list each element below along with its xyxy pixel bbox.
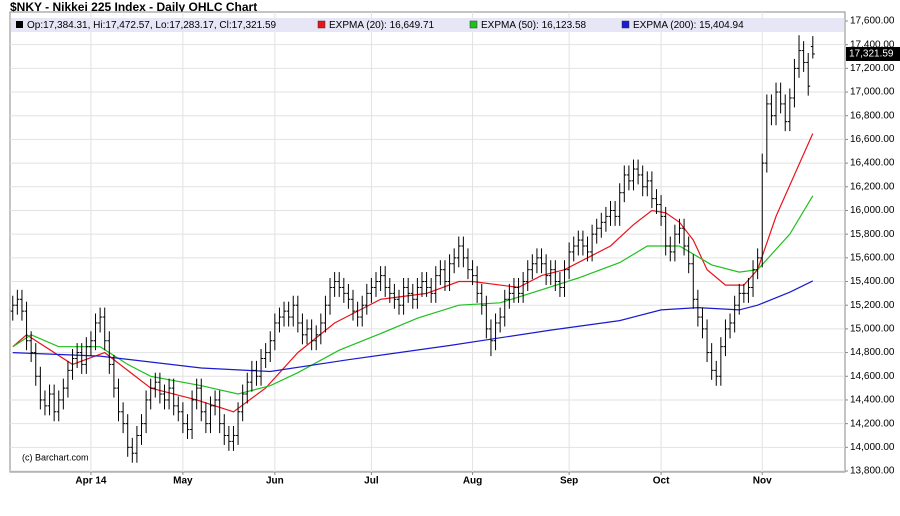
y-tick-label: 15,600.00 [850, 252, 895, 263]
legend-entry: EXPMA (50): 16,123.58 [481, 20, 587, 31]
x-tick-label: Jun [266, 476, 284, 487]
x-tick-label: Sep [560, 476, 578, 487]
y-tick-label: 16,600.00 [850, 134, 895, 145]
y-tick-label: 15,000.00 [850, 324, 895, 335]
y-tick-label: 15,800.00 [850, 229, 895, 240]
legend-entry: EXPMA (20): 16,649.71 [329, 20, 435, 31]
y-tick-label: 16,800.00 [850, 110, 895, 121]
legend-bar [11, 18, 844, 32]
legend-swatch [16, 21, 23, 28]
chart-title: $NKY - Nikkei 225 Index - Daily OHLC Cha… [10, 0, 257, 14]
x-tick-label: Nov [753, 476, 772, 487]
y-tick-label: 17,000.00 [850, 87, 895, 98]
x-tick-label: Oct [653, 476, 670, 487]
plot-frame [9, 11, 846, 473]
y-tick-label: 16,200.00 [850, 181, 895, 192]
y-tick-label: 15,400.00 [850, 276, 895, 287]
legend-swatch [317, 20, 326, 29]
ema-line [12, 280, 814, 373]
x-tick-label: Apr 14 [75, 476, 107, 487]
y-tick-label: 17,400.00 [850, 39, 895, 50]
ema-line [12, 133, 814, 413]
y-tick-label: 14,800.00 [850, 347, 895, 358]
y-tick-label: 14,400.00 [850, 395, 895, 406]
x-tick-label: Jul [364, 476, 379, 487]
credit: (c) Barchart.com [22, 452, 89, 462]
legend-entry: EXPMA (200): 15,404.94 [633, 20, 744, 31]
y-tick-label: 14,000.00 [850, 442, 895, 453]
x-tick-label: Aug [463, 476, 482, 487]
y-tick-label: 17,200.00 [850, 63, 895, 74]
y-tick-label: 14,200.00 [850, 418, 895, 429]
last-price-label: 17,321.59 [849, 49, 894, 60]
y-tick-label: 17,600.00 [850, 16, 895, 27]
legend-swatch [621, 20, 630, 29]
y-tick-label: 14,600.00 [850, 371, 895, 382]
legend-swatch [469, 20, 478, 29]
last-price-box [846, 46, 900, 61]
ema-line [12, 195, 814, 395]
x-tick-label: May [173, 476, 193, 487]
y-tick-label: 13,800.00 [850, 466, 895, 477]
y-tick-label: 15,200.00 [850, 300, 895, 311]
y-tick-label: 16,000.00 [850, 205, 895, 216]
legend-ohlc: Op:17,384.31, Hi:17,472.57, Lo:17,283.17… [27, 20, 277, 31]
y-tick-label: 16,400.00 [850, 158, 895, 169]
